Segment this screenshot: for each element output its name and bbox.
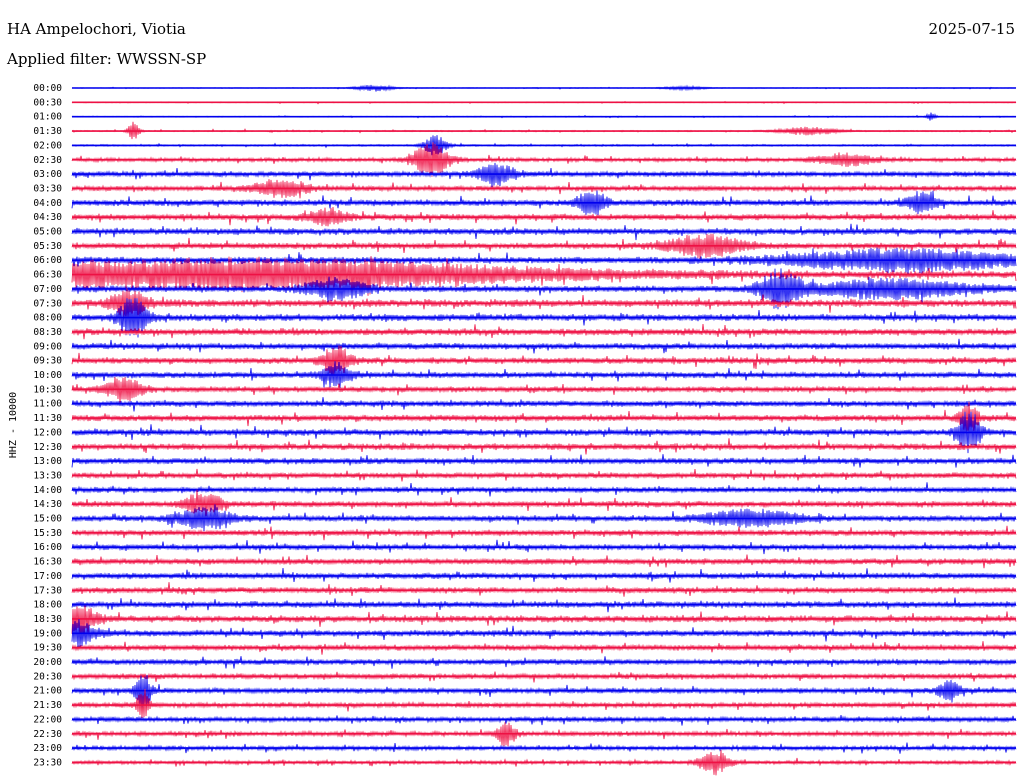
row-time-label: 18:00 xyxy=(33,600,62,611)
row-time-label: 05:30 xyxy=(33,241,62,252)
trace-line xyxy=(71,605,1017,635)
row-time-label: 01:00 xyxy=(33,112,62,123)
row-time-label: 14:30 xyxy=(33,499,62,510)
row-time-label: 09:30 xyxy=(33,356,62,367)
row-time-label: 20:00 xyxy=(33,657,62,668)
row-time-label: 07:30 xyxy=(33,298,62,309)
row-time-label: 01:30 xyxy=(33,126,62,137)
row-time-label: 12:30 xyxy=(33,442,62,453)
row-time-label: 17:30 xyxy=(33,585,62,596)
y-axis-label: HHZ - 10000 xyxy=(8,392,19,458)
trace-line xyxy=(71,206,1017,227)
row-time-label: 03:00 xyxy=(33,169,62,180)
row-time-label: 16:00 xyxy=(33,542,62,553)
row-time-label: 14:00 xyxy=(33,485,62,496)
filter-label: Applied filter: WWSSN-SP xyxy=(7,50,207,68)
row-time-label: 08:30 xyxy=(33,327,62,338)
row-time-label: 11:30 xyxy=(33,413,62,424)
row-time-label: 23:30 xyxy=(33,757,62,768)
row-time-label: 21:30 xyxy=(33,700,62,711)
tick-label-group: 00:00 00:30 01:00 01:30 02:00 02:30 03:00 03:30… xyxy=(33,83,62,768)
row-time-label: 08:00 xyxy=(33,313,62,324)
row-time-label: 13:00 xyxy=(33,456,62,467)
date-label: 2025-07-15 xyxy=(928,20,1015,38)
row-time-label: 22:30 xyxy=(33,729,62,740)
row-time-label: 02:00 xyxy=(33,140,62,151)
trace-line xyxy=(71,489,1017,516)
row-time-label: 10:00 xyxy=(33,370,62,381)
trace-line xyxy=(71,162,1017,188)
row-time-label: 13:30 xyxy=(33,470,62,481)
row-time-label: 07:00 xyxy=(33,284,62,295)
row-time-label: 06:00 xyxy=(33,255,62,266)
row-time-label: 04:00 xyxy=(33,198,62,209)
row-time-label: 02:30 xyxy=(33,155,62,166)
row-time-label: 19:00 xyxy=(33,628,62,639)
trace-line xyxy=(71,268,1017,310)
row-time-label: 21:00 xyxy=(33,686,62,697)
row-time-label: 23:00 xyxy=(33,743,62,754)
row-time-label: 19:30 xyxy=(33,643,62,654)
row-time-label: 06:30 xyxy=(33,270,62,281)
row-time-label: 00:30 xyxy=(33,97,62,108)
row-time-label: 09:00 xyxy=(33,341,62,352)
trace-group xyxy=(71,84,1017,776)
row-time-label: 17:00 xyxy=(33,571,62,582)
row-time-label: 15:00 xyxy=(33,514,62,525)
trace-line xyxy=(71,223,1017,241)
trace-line xyxy=(71,715,1017,726)
row-time-label: 18:30 xyxy=(33,614,62,625)
row-time-label: 12:00 xyxy=(33,427,62,438)
row-time-label: 20:30 xyxy=(33,671,62,682)
row-time-label: 22:00 xyxy=(33,714,62,725)
trace-line xyxy=(71,288,1017,319)
row-time-label: 03:30 xyxy=(33,183,62,194)
row-time-label: 15:30 xyxy=(33,528,62,539)
trace-line xyxy=(71,504,1017,532)
row-time-label: 00:00 xyxy=(33,83,62,94)
trace-line xyxy=(71,401,1017,431)
row-time-label: 10:30 xyxy=(33,384,62,395)
row-time-label: 04:30 xyxy=(33,212,62,223)
station-title: HA Ampelochori, Viotia xyxy=(7,20,186,38)
trace-line xyxy=(71,361,1017,388)
row-time-label: 16:30 xyxy=(33,557,62,568)
row-time-label: 05:00 xyxy=(33,227,62,238)
row-time-label: 11:00 xyxy=(33,399,62,410)
